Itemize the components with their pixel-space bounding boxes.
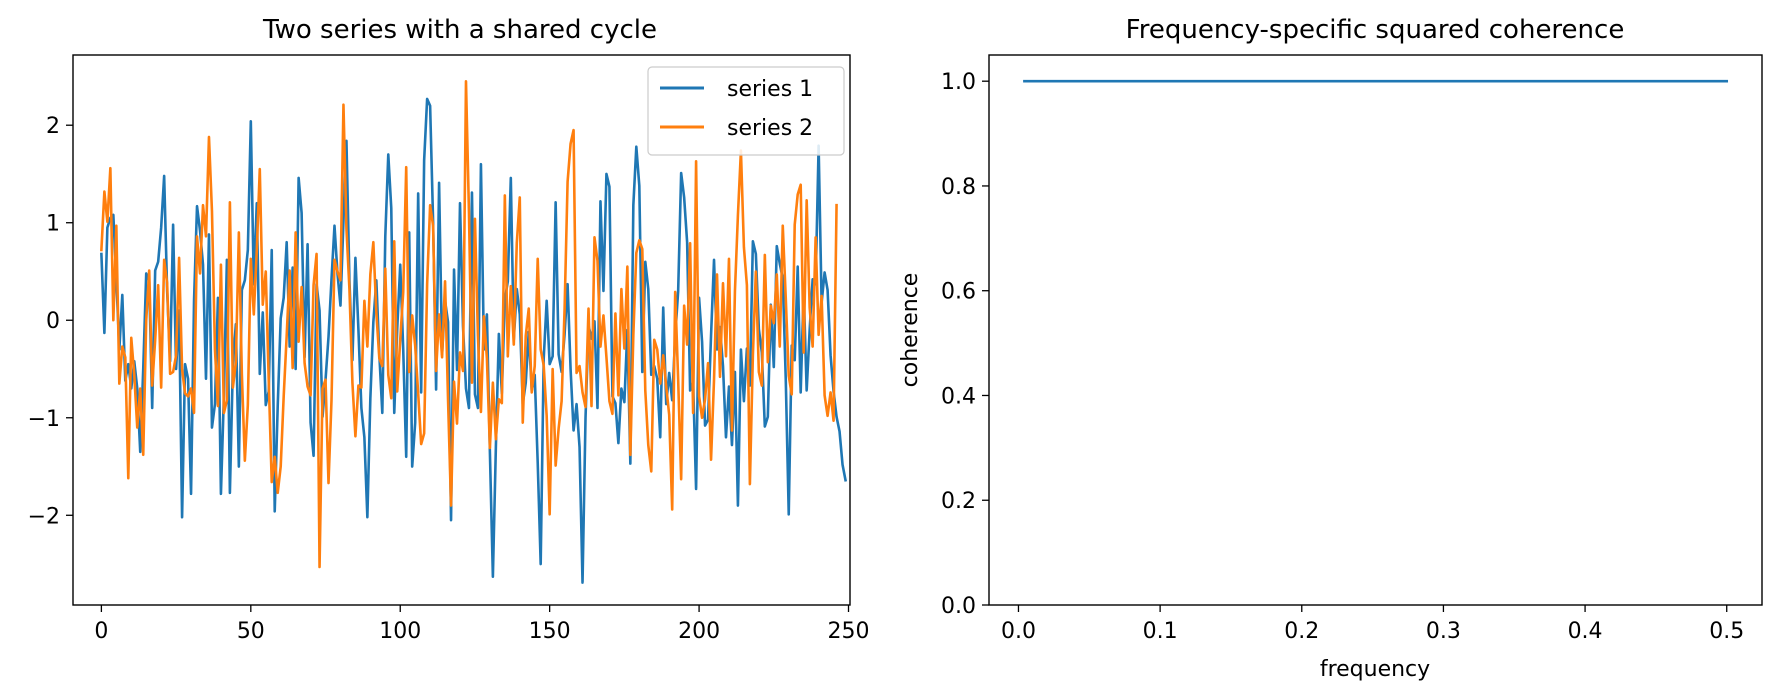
chart-right-y-axis: 0.0 0.2 0.4 0.6 0.8 1.0 bbox=[941, 70, 989, 619]
chart-right-y-tick-label: 0.0 bbox=[941, 594, 976, 619]
chart-left-y-tick-label: 0 bbox=[46, 309, 60, 334]
chart-left-x-tick-label: 150 bbox=[529, 619, 571, 644]
legend-label-series-1: series 1 bbox=[727, 77, 813, 102]
chart-left: Two series with a shared cycle 0 50 100 150… bbox=[28, 15, 870, 644]
chart-right-x-tick-label: 0.2 bbox=[1284, 619, 1319, 644]
chart-right-y-axis-label: coherence bbox=[898, 273, 923, 388]
chart-left-y-tick-label: −1 bbox=[28, 407, 60, 432]
chart-left-legend: series 1 series 2 bbox=[647, 66, 845, 156]
legend-label-series-2: series 2 bbox=[727, 116, 813, 141]
chart-right-x-tick-label: 0.5 bbox=[1709, 619, 1744, 644]
chart-right-y-tick-label: 0.6 bbox=[941, 280, 976, 305]
chart-right-x-tick-label: 0.3 bbox=[1426, 619, 1461, 644]
chart-left-y-axis: −2 −1 0 1 2 bbox=[28, 114, 73, 529]
chart-left-axes-frame bbox=[72, 54, 851, 606]
chart-left-title: Two series with a shared cycle bbox=[262, 15, 657, 45]
chart-left-lines bbox=[100, 80, 848, 584]
chart-right-axes-frame bbox=[988, 54, 1763, 606]
chart-left-x-tick-label: 250 bbox=[828, 619, 870, 644]
chart-right-x-tick-label: 0.1 bbox=[1143, 619, 1178, 644]
chart-right-y-tick-label: 0.8 bbox=[941, 175, 976, 200]
chart-right-y-tick-label: 0.2 bbox=[941, 489, 976, 514]
chart-left-y-tick-label: 1 bbox=[46, 212, 60, 237]
chart-left-x-tick-label: 0 bbox=[94, 619, 108, 644]
chart-right-x-tick-label: 0.4 bbox=[1568, 619, 1603, 644]
chart-left-y-tick-label: −2 bbox=[28, 504, 60, 529]
chart-left-series-2-line bbox=[100, 80, 838, 569]
chart-left-x-axis: 0 50 100 150 200 250 bbox=[94, 605, 870, 644]
chart-left-plot-area bbox=[100, 80, 848, 584]
chart-left-x-tick-label: 100 bbox=[379, 619, 421, 644]
chart-right-y-tick-label: 0.4 bbox=[941, 384, 976, 409]
chart-left-y-tick-label: 2 bbox=[46, 114, 60, 139]
chart-left-x-tick-label: 50 bbox=[237, 619, 265, 644]
chart-right-y-tick-label: 1.0 bbox=[941, 70, 976, 95]
chart-right: Frequency-specific squared coherence 0.0… bbox=[898, 15, 1763, 682]
chart-right-x-tick-label: 0.0 bbox=[1001, 619, 1036, 644]
chart-right-x-axis-label: frequency bbox=[1320, 657, 1430, 682]
chart-right-title: Frequency-specific squared coherence bbox=[1126, 15, 1625, 45]
chart-left-x-tick-label: 200 bbox=[678, 619, 720, 644]
chart-right-x-axis: 0.0 0.1 0.2 0.3 0.4 0.5 bbox=[1001, 605, 1744, 644]
